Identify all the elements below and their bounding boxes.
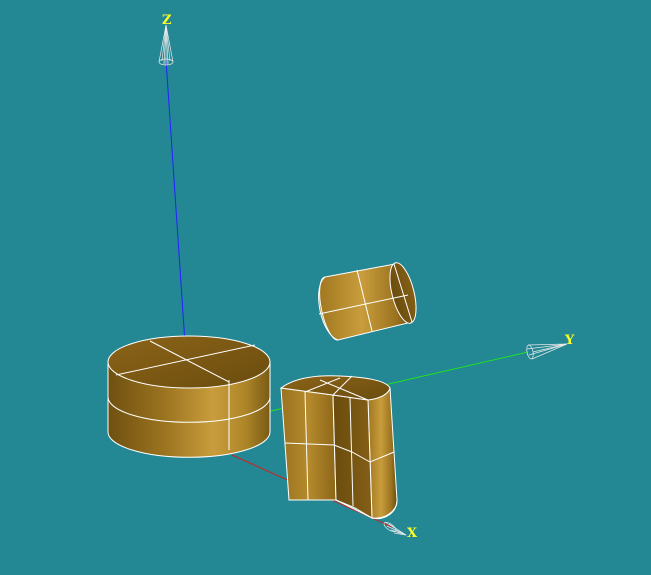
z-axis-line (165, 59, 187, 359)
y-axis-label: Y (564, 333, 575, 348)
cut-solid[interactable] (279, 375, 398, 520)
x-axis-label: X (407, 526, 418, 541)
z-axis-label: Z (162, 13, 172, 28)
small-cylinder[interactable] (318, 260, 422, 341)
y-arrow-icon (526, 343, 568, 360)
x-arrow-icon (383, 521, 407, 536)
z-arrow-icon (158, 24, 174, 66)
large-cylinder[interactable] (107, 335, 271, 458)
